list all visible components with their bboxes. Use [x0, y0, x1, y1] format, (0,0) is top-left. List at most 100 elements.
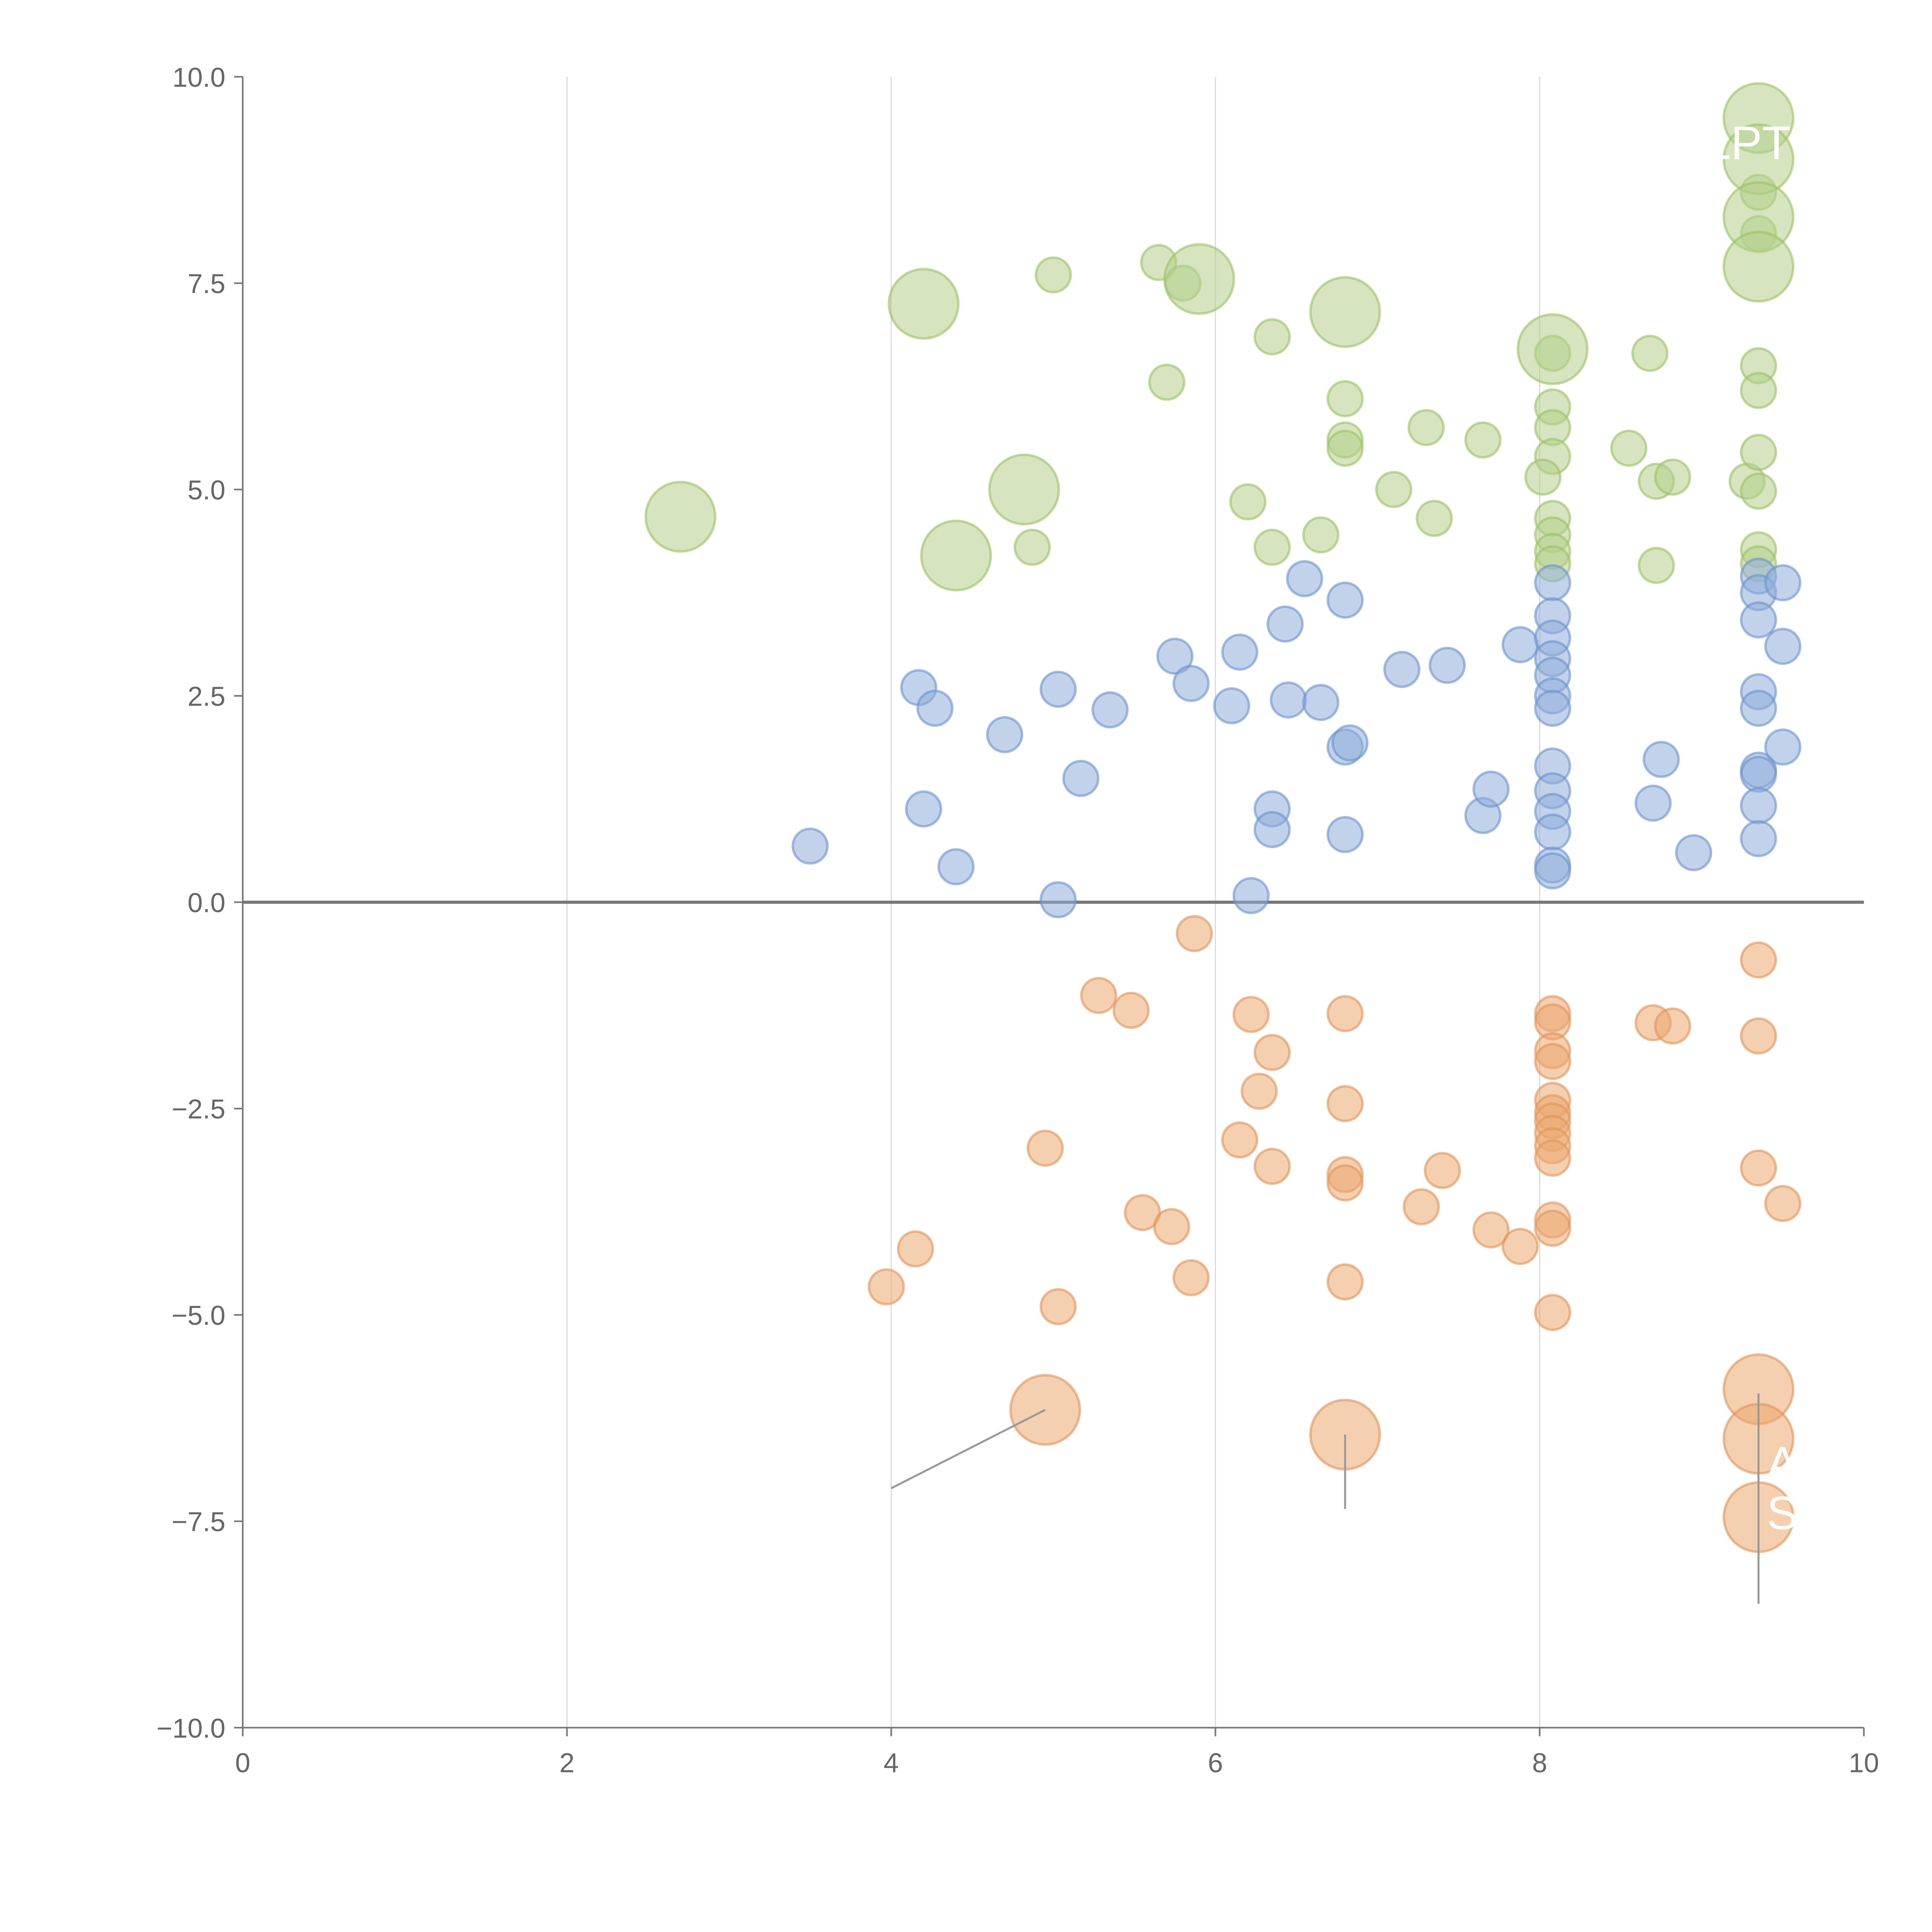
- blue-point: [1213, 687, 1250, 724]
- orange-point: [1764, 1185, 1802, 1222]
- blue-point: [1472, 770, 1510, 808]
- blue-point: [1740, 787, 1777, 825]
- green-point: [1327, 380, 1364, 417]
- orange-point: [1221, 1121, 1259, 1159]
- green-point: [1517, 313, 1589, 385]
- point-label: A: [1767, 1437, 1798, 1490]
- orange-point: [1502, 1228, 1539, 1265]
- orange-point: [1534, 1294, 1571, 1331]
- green-point: [1524, 458, 1562, 496]
- green-point: [1327, 429, 1364, 467]
- green-point: [1253, 318, 1291, 355]
- orange-point: [1253, 1148, 1291, 1185]
- y-tick-label: 5.0: [187, 474, 225, 505]
- green-point: [1740, 372, 1777, 409]
- green-point: [1148, 364, 1185, 401]
- green-point: [1610, 429, 1648, 467]
- blue-point: [1266, 605, 1304, 643]
- orange-point: [1403, 1188, 1440, 1226]
- orange-point: [1026, 1129, 1064, 1167]
- point-label: S: [1767, 1486, 1798, 1539]
- green-point: [920, 519, 992, 592]
- orange-point: [1009, 1374, 1081, 1446]
- green-point: [645, 481, 716, 553]
- blue-point: [1091, 691, 1129, 729]
- orange-point: [1472, 1211, 1510, 1249]
- orange-point: [1327, 1263, 1364, 1301]
- green-point: [1253, 529, 1291, 566]
- x-tick-label: 6: [1208, 1748, 1223, 1778]
- blue-point: [1302, 684, 1340, 721]
- blue-point: [1286, 560, 1323, 597]
- green-point: [1229, 483, 1267, 520]
- blue-point: [1740, 755, 1777, 793]
- blue-point: [1502, 626, 1539, 663]
- green-point: [1163, 243, 1235, 315]
- blue-point: [1429, 646, 1466, 684]
- green-point: [1464, 421, 1502, 459]
- orange-point: [1039, 1288, 1077, 1325]
- green-point: [1415, 500, 1453, 537]
- orange-point: [1240, 1073, 1278, 1110]
- blue-point: [916, 689, 954, 727]
- green-point: [988, 453, 1060, 526]
- blue-point: [1331, 724, 1369, 762]
- orange-point: [1740, 1149, 1777, 1187]
- blue-point: [1172, 665, 1210, 702]
- x-tick-label: 4: [884, 1748, 899, 1778]
- orange-point: [1740, 941, 1777, 979]
- orange-point: [1232, 996, 1270, 1033]
- blue-point: [1327, 816, 1364, 853]
- x-tick-label: 0: [235, 1748, 250, 1778]
- y-tick-label: −5.0: [172, 1300, 225, 1331]
- orange-point: [1175, 915, 1213, 952]
- blue-point: [1383, 651, 1421, 688]
- point-labels: LPT AS: [1705, 116, 1798, 1539]
- blue-point: [1643, 741, 1680, 778]
- green-point: [1034, 256, 1072, 294]
- blue-point: [937, 848, 975, 886]
- axes: 0 2 4 6 8 10 10.0 7.5 5.0 2.5 0.0 −2.5 −5.0 −7.5 −10.0: [156, 62, 1879, 1778]
- blue-point: [1232, 877, 1270, 914]
- leader-lines: [891, 1393, 1760, 1604]
- blue-point: [1253, 811, 1291, 849]
- green-point: [1407, 409, 1445, 446]
- y-tick-label: 10.0: [172, 62, 225, 92]
- orange-point: [1654, 1007, 1691, 1045]
- blue-point: [1270, 681, 1307, 719]
- orange-point: [1112, 992, 1150, 1029]
- green-point: [1740, 473, 1777, 510]
- blue-point: [1764, 728, 1802, 766]
- blue-point: [1534, 852, 1571, 889]
- orange-point: [1740, 1017, 1777, 1055]
- blue-point: [1534, 689, 1571, 727]
- green-point: [1740, 434, 1777, 471]
- orange-point: [1534, 1043, 1571, 1080]
- green-point: [1014, 529, 1051, 566]
- orange-point: [1327, 1085, 1364, 1122]
- blue-point: [1634, 784, 1672, 822]
- orange-point: [1153, 1208, 1190, 1245]
- orange-point: [1423, 1152, 1461, 1189]
- blue-point: [791, 827, 829, 865]
- orange-point: [1534, 1209, 1571, 1247]
- orange-point: [1080, 977, 1117, 1014]
- blue-point: [1740, 601, 1777, 639]
- orange-point: [1327, 995, 1364, 1032]
- y-tick-label: 7.5: [187, 268, 225, 299]
- green-point: [1302, 516, 1340, 554]
- x-tick-label: 2: [560, 1748, 575, 1778]
- green-point: [1654, 458, 1691, 496]
- blue-point: [1534, 564, 1571, 602]
- orange-point: [1534, 1139, 1571, 1177]
- x-tick-label: 8: [1532, 1748, 1547, 1778]
- blue-point: [1740, 820, 1777, 857]
- green-point: [1631, 335, 1668, 372]
- blue-point: [905, 790, 942, 828]
- blue-point: [1327, 582, 1364, 619]
- leader-line: [891, 1409, 1046, 1489]
- y-tick-label: 0.0: [187, 888, 225, 918]
- green-point: [1309, 276, 1381, 348]
- blue-point: [1675, 834, 1713, 871]
- orange-point: [867, 1268, 905, 1306]
